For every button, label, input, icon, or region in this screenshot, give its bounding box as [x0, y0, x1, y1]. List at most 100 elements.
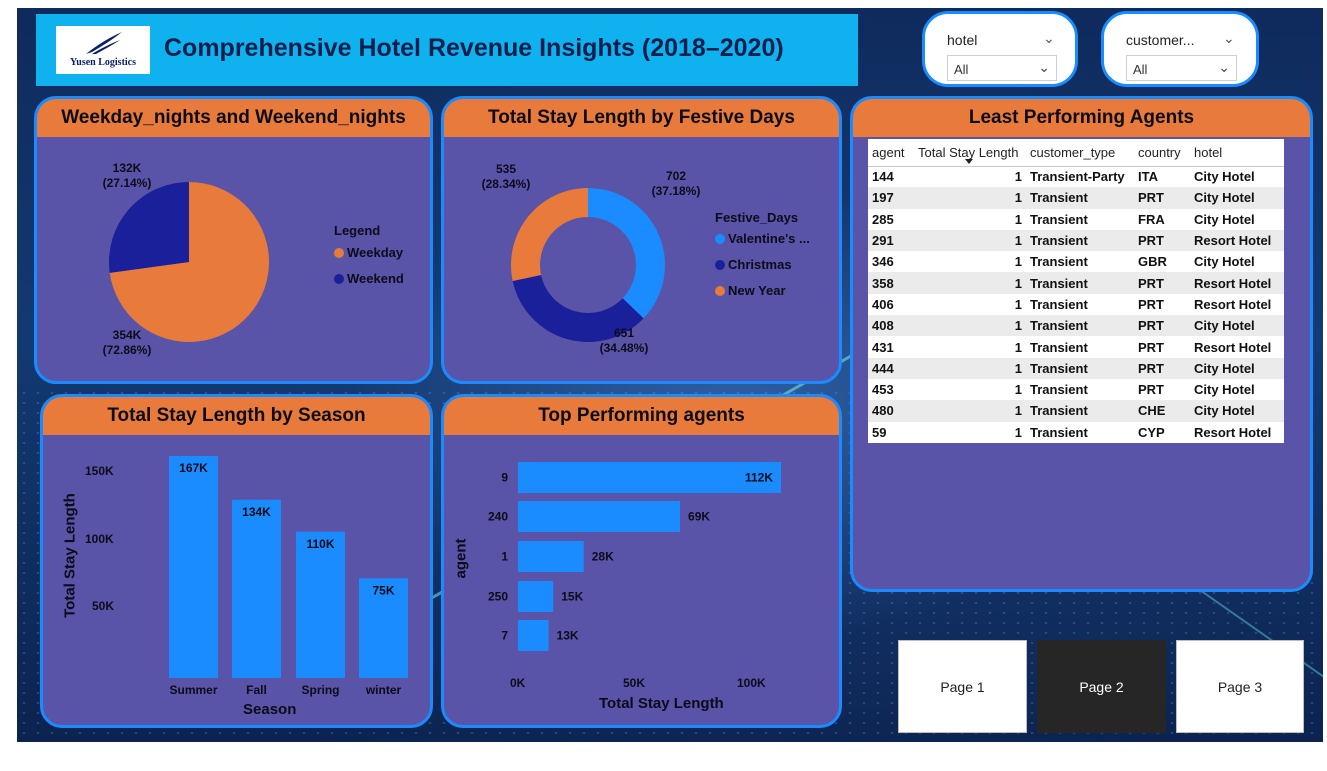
- cell-hotel: Resort Hotel: [1190, 229, 1284, 252]
- cell-total-stay-length: 1: [1014, 424, 1022, 440]
- bar-value-label: 167K: [179, 461, 208, 475]
- cell-country: PRT: [1134, 272, 1190, 294]
- table-row[interactable]: 144 1 Transient-Party ITA City Hotel: [868, 166, 1284, 187]
- slicer-label: hotel: [947, 32, 978, 48]
- table-row[interactable]: 406 1 Transient PRT Resort Hotel: [868, 294, 1284, 315]
- bar-value-label: 69K: [688, 510, 710, 524]
- customer-dropdown[interactable]: All ⌄: [1126, 55, 1237, 81]
- donut-slice-valentines[interactable]: [588, 188, 665, 319]
- season-bar[interactable]: [359, 578, 408, 678]
- table-row[interactable]: 197 1 Transient PRT City Hotel: [868, 187, 1284, 209]
- cell-total-stay-length: 1: [914, 400, 1026, 422]
- table-row[interactable]: 453 1 Transient PRT City Hotel: [868, 379, 1284, 400]
- cell-country: PRT: [1138, 339, 1164, 355]
- bar-value-label: 15K: [561, 590, 583, 604]
- agent-bar[interactable]: [518, 541, 584, 572]
- legend-dot: [334, 274, 344, 284]
- sort-descending-icon[interactable]: [965, 159, 973, 164]
- chevron-down-icon[interactable]: ⌄: [1218, 59, 1230, 75]
- legend-item-new-year: New Year: [715, 283, 786, 298]
- pie-slice-weekday[interactable]: [109, 182, 270, 342]
- card-title: Total Stay Length by Festive Days: [444, 99, 839, 137]
- cell-total-stay-length: 1: [914, 272, 1026, 294]
- table-row[interactable]: 431 1 Transient PRT Resort Hotel: [868, 336, 1284, 357]
- donut-slice-christmas[interactable]: [512, 274, 644, 343]
- season-bar[interactable]: [296, 531, 345, 678]
- cell-hotel: Resort Hotel: [1194, 296, 1272, 312]
- cell-agent: 197: [868, 187, 914, 209]
- season-bar[interactable]: [169, 456, 218, 678]
- table-row[interactable]: 59 1 Transient CYP Resort Hotel: [868, 422, 1284, 443]
- cell-total-stay-length: 1: [1014, 339, 1022, 355]
- legend-dot: [715, 260, 725, 270]
- column-header-agent[interactable]: agent: [868, 139, 914, 167]
- cell-total-stay-length: 1: [1014, 254, 1022, 270]
- chevron-down-icon[interactable]: ⌄: [1038, 59, 1050, 75]
- chevron-down-icon[interactable]: ⌄: [1043, 30, 1055, 46]
- cell-hotel: City Hotel: [1190, 400, 1284, 422]
- legend-item-christmas: Christmas: [715, 257, 792, 272]
- agent-bar[interactable]: [518, 501, 681, 532]
- cell-agent: 291: [868, 229, 914, 252]
- agent-bar[interactable]: [518, 620, 549, 651]
- table-row[interactable]: 444 1 Transient PRT City Hotel: [868, 357, 1284, 379]
- x-tick: 0K: [510, 676, 526, 690]
- donut-slice-new-year[interactable]: [511, 188, 588, 282]
- x-tick: 100K: [737, 676, 766, 690]
- cell-country: PRT: [1138, 296, 1164, 312]
- card-title: Weekday_nights and Weekend_nights: [37, 99, 430, 137]
- least-agents-card: Least Performing Agents agent Total Stay…: [850, 96, 1313, 592]
- dropdown-value: All: [954, 62, 969, 77]
- customer-slicer[interactable]: customer... ⌄ All ⌄: [1101, 11, 1259, 87]
- legend-item-weekday: Weekday: [334, 245, 403, 260]
- x-category-label: Fall: [246, 683, 267, 697]
- bar-value-label: 13K: [557, 629, 579, 643]
- cell-total-stay-length: 1: [1014, 296, 1022, 312]
- pie-chart: [109, 182, 270, 342]
- page-title: Comprehensive Hotel Revenue Insights (20…: [164, 34, 784, 62]
- hotel-slicer[interactable]: hotel ⌄ All ⌄: [922, 11, 1078, 87]
- bar-value-label: 75K: [372, 583, 394, 597]
- table-row[interactable]: 285 1 Transient FRA City Hotel: [868, 209, 1284, 230]
- column-header-customer-type[interactable]: customer_type: [1026, 139, 1134, 167]
- table-row[interactable]: 480 1 Transient CHE City Hotel: [868, 400, 1284, 422]
- cell-hotel: City Hotel: [1194, 169, 1255, 185]
- festive-days-donut-card: Total Stay Length by Festive Days 535 (28…: [441, 96, 842, 384]
- column-header-country[interactable]: country: [1134, 139, 1190, 167]
- card-title: Top Performing agents: [444, 397, 839, 435]
- agent-bar[interactable]: [518, 581, 554, 612]
- cell-country: FRA: [1138, 211, 1165, 227]
- season-bar[interactable]: [232, 499, 281, 678]
- page-3-button[interactable]: Page 3: [1176, 640, 1304, 733]
- cell-customer-type: Transient: [1026, 229, 1134, 252]
- y-category-label: 240: [488, 510, 508, 524]
- cell-customer-type: Transient: [1030, 424, 1088, 440]
- top-agents-bar-card: Top Performing agents 112K 9 69K 240 28K 1 15K…: [441, 394, 842, 728]
- agent-bar[interactable]: [518, 462, 781, 493]
- chevron-down-icon[interactable]: ⌄: [1223, 30, 1235, 46]
- cell-hotel: City Hotel: [1194, 211, 1255, 227]
- page-2-button[interactable]: Page 2: [1037, 640, 1166, 733]
- column-header-hotel[interactable]: hotel: [1190, 139, 1284, 167]
- page-1-button[interactable]: Page 1: [898, 640, 1027, 733]
- pie-slice-weekend[interactable]: [109, 182, 189, 273]
- cell-agent: 285: [872, 211, 894, 227]
- cell-total-stay-length: 1: [914, 357, 1026, 379]
- pie-label-weekday: 354K (72.86%): [102, 328, 152, 357]
- cell-total-stay-length: 1: [1014, 211, 1022, 227]
- cell-total-stay-length: 1: [1014, 382, 1022, 398]
- cell-customer-type: Transient: [1026, 187, 1134, 209]
- table-row[interactable]: 358 1 Transient PRT Resort Hotel: [868, 272, 1284, 294]
- table-row[interactable]: 291 1 Transient PRT Resort Hotel: [868, 229, 1284, 252]
- bird-icon: [86, 32, 122, 54]
- hotel-dropdown[interactable]: All ⌄: [947, 55, 1057, 81]
- x-category-label: Summer: [169, 683, 217, 697]
- cell-agent: 431: [872, 339, 894, 355]
- cell-country: CHE: [1134, 400, 1190, 422]
- card-title: Total Stay Length by Season: [43, 397, 430, 435]
- column-header-total-stay-length[interactable]: Total Stay Length: [914, 139, 1026, 167]
- table-row[interactable]: 408 1 Transient PRT City Hotel: [868, 315, 1284, 337]
- cell-customer-type: Transient: [1026, 272, 1134, 294]
- cell-agent: 444: [868, 357, 914, 379]
- table-row[interactable]: 346 1 Transient GBR City Hotel: [868, 251, 1284, 272]
